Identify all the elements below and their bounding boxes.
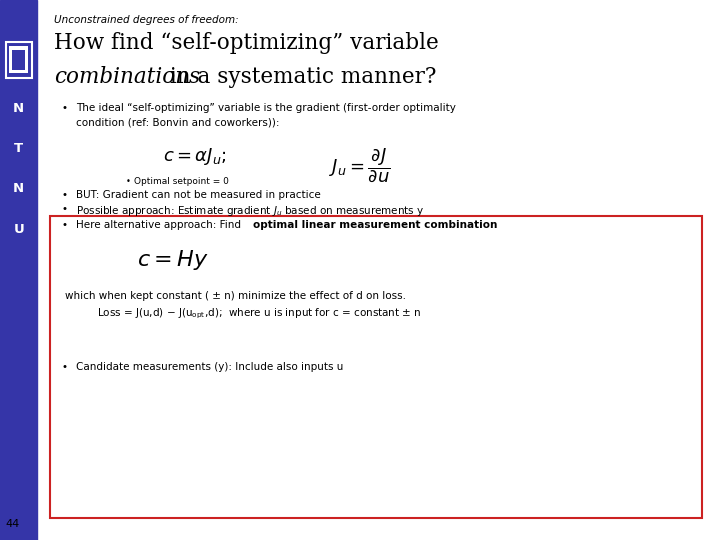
Text: •: • — [61, 103, 67, 113]
Text: $J_u = \dfrac{\partial J}{\partial u}$: $J_u = \dfrac{\partial J}{\partial u}$ — [329, 146, 391, 184]
Bar — [0, 0, 37, 540]
Text: optimal linear measurement combination: optimal linear measurement combination — [253, 220, 497, 231]
Text: Candidate measurements (y): Include also inputs u: Candidate measurements (y): Include also… — [76, 362, 343, 372]
Text: •: • — [61, 190, 67, 200]
Text: Possible approach: Estimate gradient $J_u$ based on measurements y: Possible approach: Estimate gradient $J_… — [76, 204, 424, 218]
Text: BUT: Gradient can not be measured in practice: BUT: Gradient can not be measured in pra… — [76, 190, 320, 200]
Text: N: N — [13, 183, 24, 195]
Text: Optimal setpoint = 0: Optimal setpoint = 0 — [134, 177, 229, 186]
Text: •: • — [61, 220, 67, 231]
Text: The ideal “self-optimizing” variable is the gradient (first-order optimality: The ideal “self-optimizing” variable is … — [76, 103, 456, 113]
Text: •: • — [61, 362, 67, 372]
Text: How find “self-optimizing” variable: How find “self-optimizing” variable — [54, 32, 438, 55]
Text: condition (ref: Bonvin and coworkers)):: condition (ref: Bonvin and coworkers)): — [76, 118, 279, 128]
Text: $c = Hy$: $c = Hy$ — [137, 248, 209, 272]
Text: Unconstrained degrees of freedom:: Unconstrained degrees of freedom: — [54, 15, 238, 25]
FancyBboxPatch shape — [12, 50, 25, 70]
Text: •: • — [61, 204, 67, 214]
Text: U: U — [14, 223, 24, 236]
Text: Here alternative approach: Find: Here alternative approach: Find — [76, 220, 244, 231]
FancyBboxPatch shape — [6, 42, 32, 78]
Text: 44: 44 — [6, 519, 20, 529]
Text: which when kept constant ( ± n) minimize the effect of d on loss.: which when kept constant ( ± n) minimize… — [65, 291, 406, 301]
FancyBboxPatch shape — [50, 216, 702, 518]
Text: T: T — [14, 142, 23, 155]
Text: N: N — [13, 102, 24, 114]
Text: in a systematic manner?: in a systematic manner? — [163, 66, 437, 88]
Text: combinations: combinations — [54, 66, 200, 88]
Text: Loss = J(u,d) $-$ J(u$_{\rm opt}$,d);  where u is input for c = constant $\pm$ n: Loss = J(u,d) $-$ J(u$_{\rm opt}$,d); wh… — [97, 307, 422, 321]
Text: •: • — [126, 177, 131, 186]
FancyBboxPatch shape — [9, 46, 28, 73]
Text: $c = \alpha J_u;$: $c = \alpha J_u;$ — [163, 146, 226, 167]
